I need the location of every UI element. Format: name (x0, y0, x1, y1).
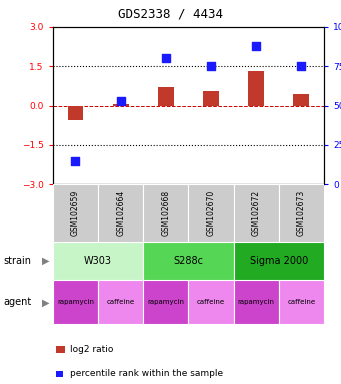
Bar (234, 242, 324, 280)
Text: Sigma 2000: Sigma 2000 (250, 256, 308, 266)
Text: rapamycin: rapamycin (147, 300, 184, 305)
Bar (203, 91, 219, 106)
Bar (53, 280, 98, 324)
Text: GSM102659: GSM102659 (71, 190, 80, 236)
Text: strain: strain (3, 256, 31, 266)
Bar (68, 106, 83, 120)
Bar (113, 104, 129, 106)
Text: W303: W303 (84, 256, 112, 266)
Text: GSM102664: GSM102664 (116, 190, 125, 236)
Text: caffeine: caffeine (107, 300, 135, 305)
Text: log2 ratio: log2 ratio (70, 344, 113, 354)
Bar (143, 280, 188, 324)
Bar (248, 71, 264, 106)
Text: caffeine: caffeine (287, 300, 315, 305)
Bar (279, 184, 324, 242)
Text: agent: agent (3, 297, 32, 308)
Text: GSM102672: GSM102672 (252, 190, 261, 236)
Point (163, 55, 168, 61)
Text: ▶: ▶ (42, 297, 50, 308)
Text: percentile rank within the sample: percentile rank within the sample (70, 369, 223, 378)
Text: rapamycin: rapamycin (57, 300, 94, 305)
Bar (143, 242, 234, 280)
Text: GSM102670: GSM102670 (207, 190, 216, 236)
Bar (158, 87, 174, 106)
Bar (143, 184, 188, 242)
Text: rapamycin: rapamycin (238, 300, 275, 305)
Text: GSM102673: GSM102673 (297, 190, 306, 236)
Point (253, 43, 259, 49)
Bar (279, 280, 324, 324)
Point (73, 158, 78, 164)
Bar (98, 184, 143, 242)
Text: GSM102668: GSM102668 (161, 190, 170, 236)
Bar (98, 280, 143, 324)
Bar (234, 280, 279, 324)
Bar (188, 184, 234, 242)
Bar (53, 242, 143, 280)
Point (208, 63, 214, 70)
Text: ▶: ▶ (42, 256, 50, 266)
Bar (53, 184, 98, 242)
Bar (188, 280, 234, 324)
Text: caffeine: caffeine (197, 300, 225, 305)
Point (118, 98, 123, 104)
Text: S288c: S288c (174, 256, 203, 266)
Bar (234, 184, 279, 242)
Point (299, 63, 304, 70)
Text: GDS2338 / 4434: GDS2338 / 4434 (118, 8, 223, 21)
Bar (294, 94, 309, 106)
